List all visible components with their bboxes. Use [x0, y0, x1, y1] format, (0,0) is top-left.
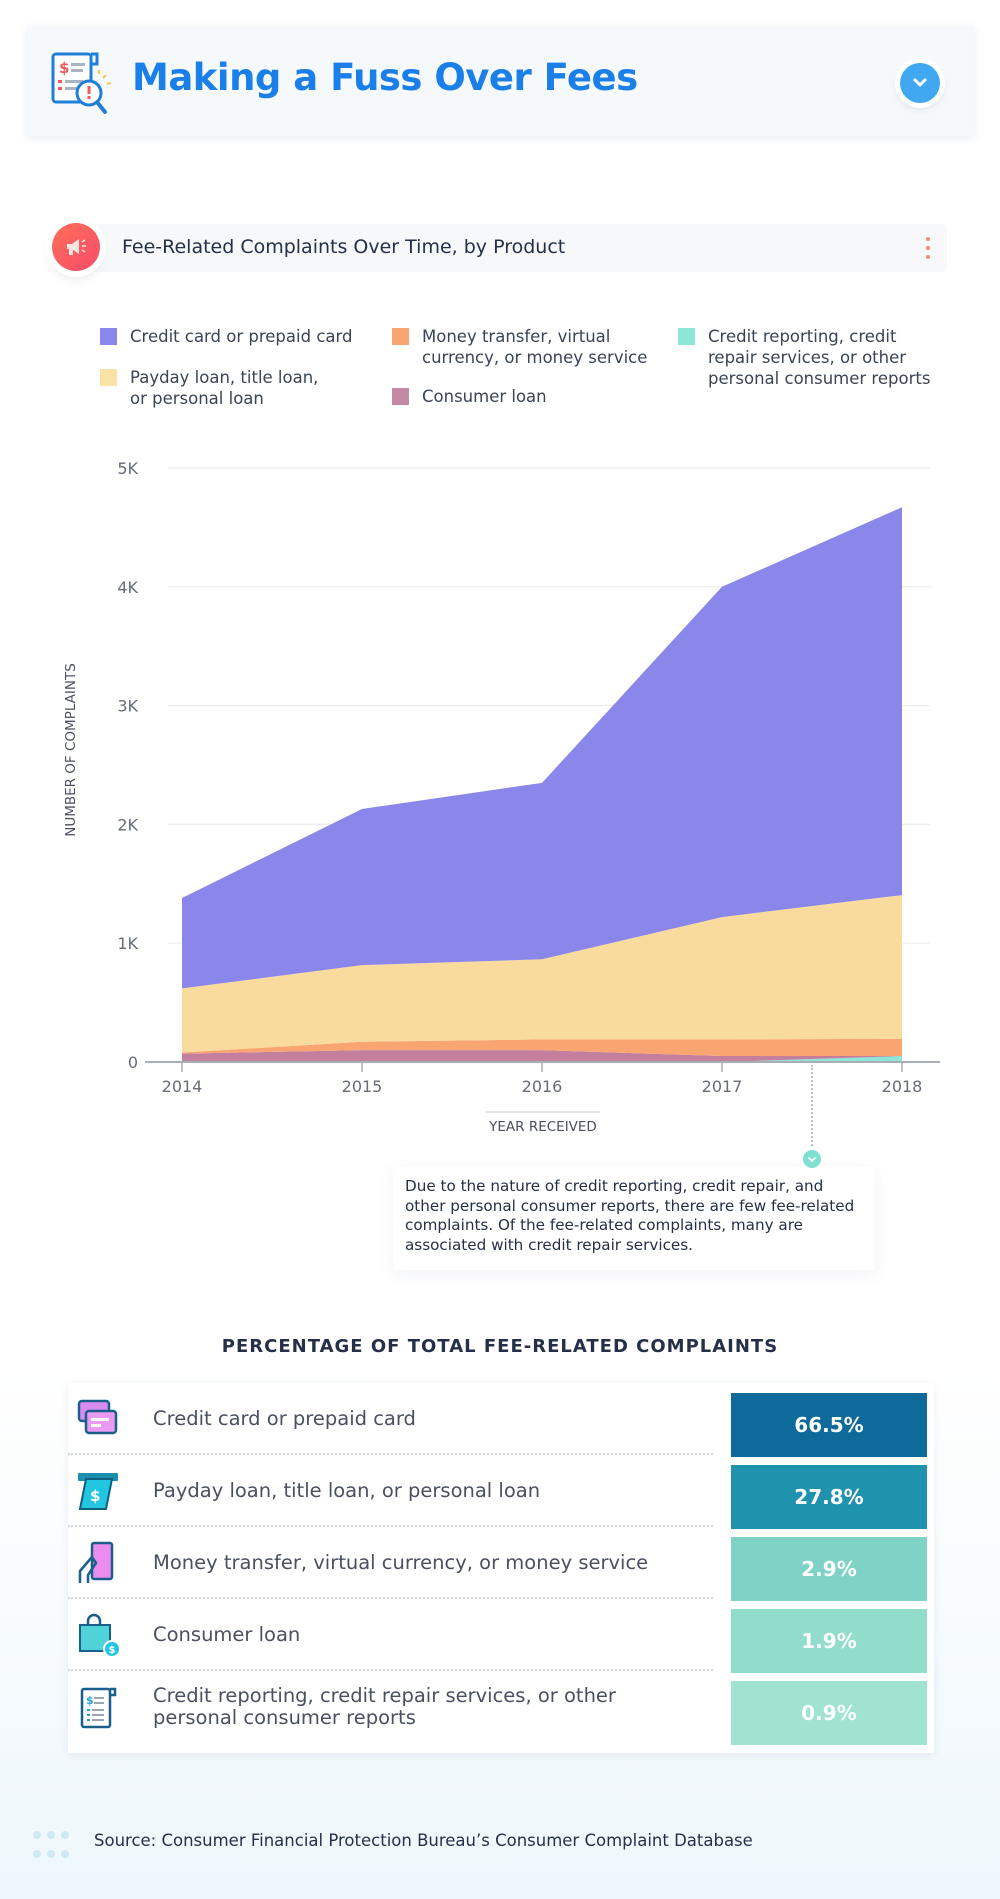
x-tick-label: 2018 — [882, 1077, 923, 1096]
row-label: Payday loan, title loan, or personal loa… — [153, 1479, 541, 1502]
y-tick-label: 1K — [117, 934, 138, 953]
svg-text:$: $ — [86, 1694, 94, 1707]
legend-swatch — [678, 328, 695, 345]
page-title: Making a Fuss Over Fees — [132, 56, 638, 99]
legend-swatch — [392, 388, 409, 405]
legend-label: or personal loan — [130, 389, 264, 408]
row-value: 27.8% — [731, 1465, 927, 1529]
row-label: Credit reporting, credit repair services… — [153, 1685, 616, 1729]
table-row: Credit card or prepaid card 66.5% — [68, 1383, 934, 1457]
area-series — [182, 507, 902, 1062]
y-tick-label: 0 — [128, 1053, 138, 1072]
card-badge — [52, 223, 100, 271]
chevron-down-icon — [808, 1157, 816, 1163]
legend-item-credit-card[interactable]: Credit card or prepaid card — [100, 326, 352, 347]
row-label-line: personal consumer reports — [153, 1706, 416, 1729]
area-money-2 — [182, 1038, 902, 1057]
row-label-line: Credit reporting, credit repair services… — [153, 1684, 616, 1707]
table-row: $ Consumer loan 1.9% — [68, 1599, 934, 1673]
chart-legend: Credit card or prepaid card Payday loan,… — [0, 326, 1000, 416]
y-tick-label: 2K — [117, 815, 138, 834]
legend-item-money-transfer[interactable]: Money transfer, virtual currency, or mone… — [392, 326, 647, 368]
x-tick-label: 2016 — [522, 1077, 563, 1096]
row-value: 2.9% — [731, 1537, 927, 1601]
row-divider — [68, 1669, 713, 1671]
y-tick-label: 5K — [117, 459, 138, 478]
table-row: $ Credit reporting, credit repair servic… — [68, 1671, 934, 1745]
row-label: Consumer loan — [153, 1623, 301, 1646]
shopping-bag-dollar-icon: $ — [79, 1613, 120, 1657]
svg-text:$: $ — [59, 59, 69, 77]
chart-title: Fee-Related Complaints Over Time, by Pro… — [122, 236, 566, 258]
percentage-table-title: PERCENTAGE OF TOTAL FEE-RELATED COMPLAIN… — [221, 1336, 779, 1357]
row-value: 66.5% — [731, 1393, 927, 1457]
page-header: $ Making a Fuss Over Fees — [27, 26, 974, 136]
table-row: $ Payday loan, title loan, or personal l… — [68, 1455, 934, 1529]
svg-text:$: $ — [90, 1487, 100, 1505]
legend-label: repair services, or other — [708, 348, 907, 367]
document-magnifier-alert-icon: $ — [51, 52, 112, 114]
row-divider — [68, 1597, 713, 1599]
stacked-area-chart: 0 1K 2K 3K 4K 5K 2014 2015 2016 2017 2018 NUMBER O… — [63, 459, 940, 1135]
area-consumer-1 — [182, 1050, 902, 1062]
row-value: 1.9% — [731, 1609, 927, 1673]
svg-text:$: $ — [109, 1645, 116, 1656]
chart-card-header — [55, 224, 947, 272]
callout-connector — [811, 1065, 813, 1150]
legend-item-payday-loan[interactable]: Payday loan, title loan, or personal loan — [100, 367, 318, 409]
y-axis-label: NUMBER OF COMPLAINTS — [63, 663, 79, 837]
decorative-dots — [30, 1826, 76, 1858]
legend-label: Consumer loan — [422, 387, 547, 406]
legend-swatch — [100, 369, 117, 386]
legend-item-credit-reporting[interactable]: Credit reporting, credit repair services,… — [678, 326, 930, 389]
x-tick-label: 2017 — [702, 1077, 743, 1096]
chevron-down-icon — [913, 78, 927, 87]
percentage-table: Credit card or prepaid card 66.5% $ Payd… — [68, 1383, 934, 1753]
axes: 0 1K 2K 3K 4K 5K 2014 2015 2016 2017 2018 — [117, 459, 940, 1096]
y-tick-label: 3K — [117, 697, 138, 716]
report-document-icon: $ — [80, 1687, 117, 1729]
legend-swatch — [100, 328, 117, 345]
megaphone-icon — [67, 239, 86, 255]
annotation-callout: Due to the nature of credit reporting, c… — [393, 1167, 875, 1270]
y-tick-label: 4K — [117, 578, 138, 597]
row-label: Credit card or prepaid card — [153, 1407, 416, 1430]
callout-text: Due to the nature of credit reporting, c… — [405, 1177, 855, 1254]
legend-label: currency, or money service — [422, 348, 648, 367]
area-credit-4 — [182, 507, 902, 989]
x-tick-label: 2015 — [342, 1077, 383, 1096]
legend-label: Credit reporting, credit — [708, 327, 897, 346]
collapse-toggle-button[interactable] — [900, 63, 940, 103]
x-tick-label: 2014 — [162, 1077, 203, 1096]
legend-label: Money transfer, virtual — [422, 327, 611, 346]
more-vertical-icon[interactable] — [924, 234, 932, 264]
legend-label: Payday loan, title loan, — [130, 368, 319, 387]
source-note: Source: Consumer Financial Protection Bu… — [94, 1831, 753, 1850]
callout-marker[interactable] — [803, 1150, 821, 1168]
row-divider — [68, 1525, 713, 1527]
legend-swatch — [392, 328, 409, 345]
table-row: Money transfer, virtual currency, or mon… — [68, 1527, 934, 1601]
cash-dispenser-icon: $ — [78, 1473, 118, 1510]
x-axis-label: YEAR RECEIVED — [488, 1119, 597, 1135]
phone-in-hand-icon — [78, 1541, 114, 1583]
legend-label: personal consumer reports — [708, 369, 931, 388]
area-payday-3 — [182, 895, 902, 1053]
credit-cards-icon — [77, 1399, 118, 1435]
row-value: 0.9% — [731, 1681, 927, 1745]
legend-item-consumer-loan[interactable]: Consumer loan — [392, 386, 547, 407]
legend-label: Credit card or prepaid card — [130, 327, 353, 346]
row-divider — [68, 1453, 713, 1455]
row-label: Money transfer, virtual currency, or mon… — [153, 1551, 649, 1574]
